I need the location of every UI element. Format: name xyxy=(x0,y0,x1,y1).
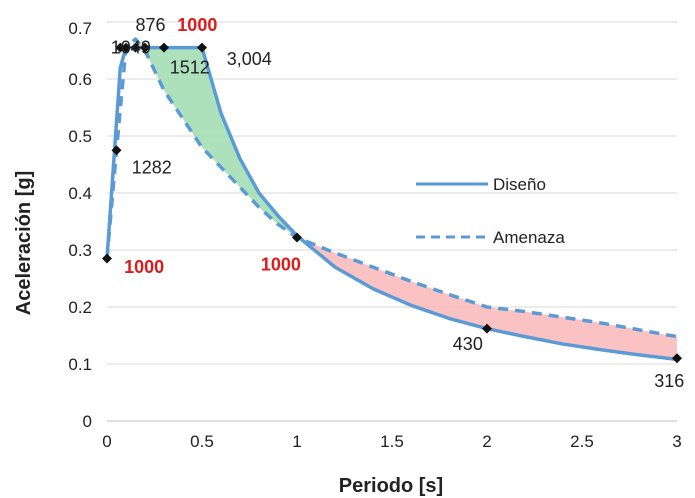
annotation-label: 1282 xyxy=(132,157,172,177)
data-marker xyxy=(111,145,122,156)
x-tick-label: 2.5 xyxy=(570,432,594,451)
y-tick-label: 0.6 xyxy=(68,70,92,89)
data-marker xyxy=(197,42,207,53)
y-tick-label: 0 xyxy=(83,412,92,431)
annotation-label: 1000 xyxy=(261,254,301,274)
x-tick-label: 1.5 xyxy=(380,432,404,451)
annotation-label: 430 xyxy=(453,334,483,354)
data-marker xyxy=(121,42,131,53)
y-axis-title: Aceleración [g] xyxy=(13,171,35,315)
y-tick-label: 0.2 xyxy=(68,298,92,317)
data-marker xyxy=(672,353,682,364)
data-marker xyxy=(482,323,492,334)
legend: Diseño Amenaza xyxy=(416,175,565,247)
data-marker xyxy=(102,253,112,264)
data-marker xyxy=(292,232,302,243)
tick-labels: 0 0.1 0.2 0.3 0.4 0.5 0.6 0 0.5 1 1.5 2 2.5 3 xyxy=(68,70,681,451)
data-marker xyxy=(130,42,141,53)
annotation-label: 1000 xyxy=(124,257,164,277)
x-tick-label: 0.5 xyxy=(190,432,214,451)
series-line-amenaza xyxy=(105,37,678,339)
x-axis-title: Periodo [s] xyxy=(339,475,443,497)
annotation-label: 316 xyxy=(654,371,684,391)
shaded-region xyxy=(135,39,297,238)
annotation-label: 3,004 xyxy=(227,49,272,69)
legend-label-amenaza: Amenaza xyxy=(493,228,565,247)
annotation-label: 0.7 xyxy=(68,19,92,38)
y-tick-label: 0.3 xyxy=(68,241,92,260)
annotation-label: 1512 xyxy=(170,58,210,78)
y-tick-label: 0.5 xyxy=(68,127,92,146)
annotation-label: 876 xyxy=(136,15,166,35)
annotation-label: 1049 xyxy=(111,38,151,58)
legend-label-diseno: Diseño xyxy=(493,175,546,194)
data-markers xyxy=(102,42,682,364)
annotations: 0.7 876 1000 1049 1512 3,004 1282 1000 1000 430 31… xyxy=(68,15,684,391)
x-tick-label: 1 xyxy=(292,432,301,451)
y-tick-label: 0.4 xyxy=(68,184,92,203)
data-marker xyxy=(159,42,169,53)
annotation-label: 1000 xyxy=(177,15,217,35)
shaded-regions xyxy=(135,39,677,360)
x-tick-label: 0 xyxy=(102,432,111,451)
data-marker xyxy=(115,42,126,53)
shaded-region xyxy=(297,235,677,360)
x-tick-label: 3 xyxy=(672,432,681,451)
x-tick-label: 2 xyxy=(482,432,491,451)
y-tick-label: 0.1 xyxy=(68,355,92,374)
data-marker xyxy=(140,42,150,53)
